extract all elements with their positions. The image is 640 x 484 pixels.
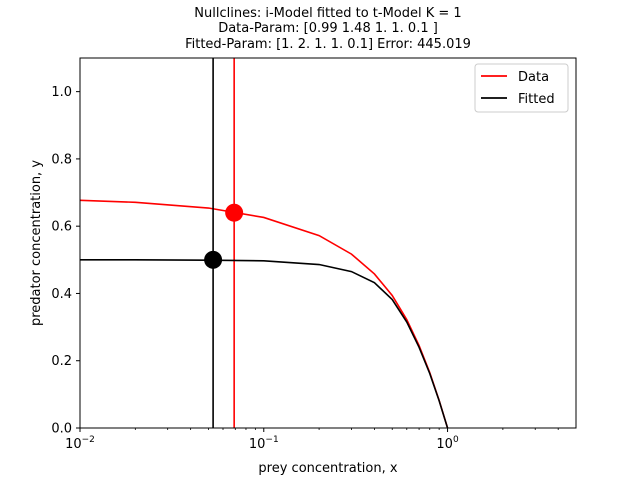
y-tick-label: 0.8	[51, 152, 72, 167]
title-line-2: Data-Param: [0.99 1.48 1. 1. 0.1 ]	[218, 21, 438, 36]
x-tick-label: 100	[436, 435, 459, 452]
title-line-3: Fitted-Param: [1. 2. 1. 1. 0.1] Error: 4…	[185, 37, 471, 52]
x-tick-label: 10−2	[65, 435, 95, 452]
y-tick-label: 0.6	[51, 220, 72, 235]
axes: 10−2 10−1 100 0.0 0.2 0.4 0.6 0.8 1.0	[51, 57, 577, 452]
x-axis-label: prey concentration, x	[258, 461, 397, 476]
x-tick-label: 10−1	[249, 435, 279, 452]
series-fitted-equilibrium-point	[204, 250, 223, 269]
legend-label-data: Data	[518, 70, 549, 85]
series-data-prey-nullcline	[80, 199, 449, 428]
series-layer	[80, 58, 449, 428]
plot-frame	[79, 57, 577, 429]
legend-label-fitted: Fitted	[518, 92, 555, 107]
series-fitted-prey-nullcline	[80, 259, 449, 428]
title-line-1: Nullclines: i-Model fitted to t-Model K …	[194, 6, 461, 21]
chart-title: Nullclines: i-Model fitted to t-Model K …	[185, 6, 471, 52]
y-axis-label: predator concentration, y	[29, 160, 44, 326]
legend: Data Fitted	[474, 63, 569, 113]
y-tick-label: 0.2	[51, 354, 72, 369]
y-tick-label: 0.4	[51, 287, 72, 302]
series-data-equilibrium-point	[225, 203, 244, 222]
y-tick-label: 0.0	[51, 422, 72, 437]
y-tick-label: 1.0	[51, 85, 72, 100]
